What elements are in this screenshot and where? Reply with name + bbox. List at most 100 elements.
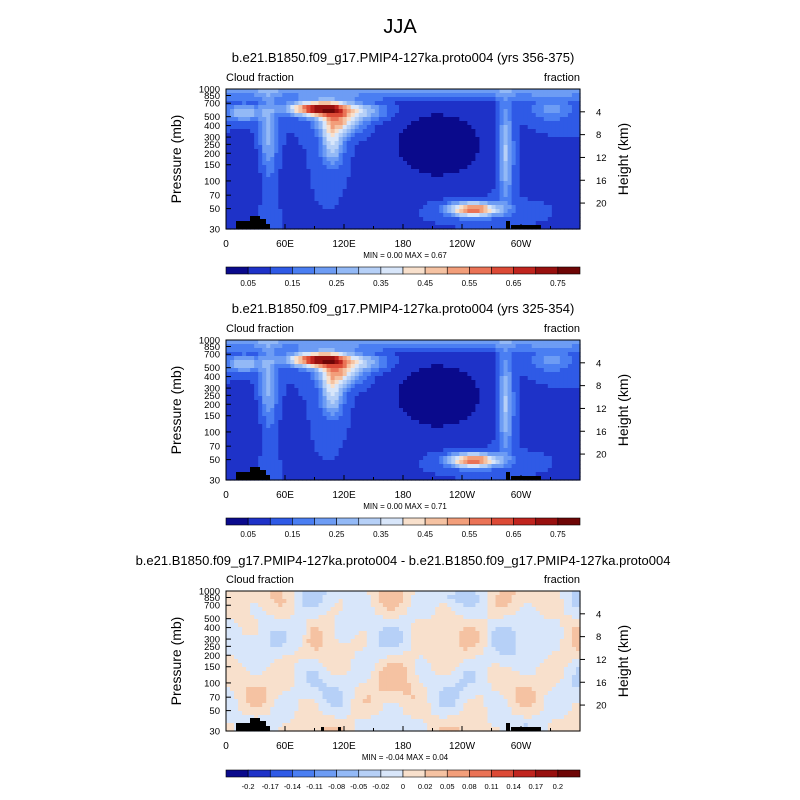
field-cell xyxy=(278,392,283,397)
field-cell xyxy=(390,221,396,226)
field-cell xyxy=(394,197,400,202)
field-cell xyxy=(423,392,428,397)
field-cell xyxy=(382,129,388,134)
field-cell xyxy=(427,380,432,385)
field-cell xyxy=(455,105,460,110)
field-cell xyxy=(370,137,376,142)
field-cell xyxy=(515,157,521,162)
field-cell xyxy=(443,101,448,106)
field-cell xyxy=(411,181,416,186)
field-cell xyxy=(539,356,545,361)
field-cell xyxy=(447,97,452,102)
field-cell xyxy=(346,89,352,94)
field-cell xyxy=(499,356,505,361)
field-cell xyxy=(507,213,513,218)
field-cell xyxy=(519,360,525,365)
field-cell xyxy=(483,372,489,377)
field-cell xyxy=(423,360,428,365)
field-cell xyxy=(318,173,324,178)
field-cell xyxy=(551,89,557,94)
field-cell xyxy=(543,133,549,138)
field-cell xyxy=(326,380,332,385)
field-cell xyxy=(543,372,549,377)
field-cell xyxy=(423,181,428,186)
field-cell xyxy=(423,105,428,110)
field-cell xyxy=(226,380,231,385)
field-cell xyxy=(439,412,444,417)
field-cell xyxy=(354,392,360,397)
field-cell xyxy=(246,408,251,413)
field-cell xyxy=(467,113,472,118)
field-cell xyxy=(318,221,324,226)
field-cell xyxy=(382,101,388,106)
field-cell xyxy=(370,177,376,182)
field-cell xyxy=(286,189,291,194)
field-cell xyxy=(310,149,316,154)
field-cell xyxy=(254,109,259,114)
field-cell xyxy=(511,201,517,206)
field-cell xyxy=(242,384,247,389)
field-cell xyxy=(551,376,557,381)
field-cell xyxy=(246,141,251,146)
field-cell xyxy=(543,189,549,194)
field-cell xyxy=(527,209,533,214)
field-cell xyxy=(511,408,517,413)
field-cell xyxy=(374,101,380,106)
field-cell xyxy=(282,380,287,385)
field-cell xyxy=(479,201,485,206)
field-cell xyxy=(499,145,505,150)
field-cell xyxy=(338,352,344,357)
field-cell xyxy=(439,352,444,357)
field-cell xyxy=(346,384,352,389)
colorbar-box xyxy=(358,266,382,275)
field-cell xyxy=(358,209,364,214)
field-cell xyxy=(567,372,573,377)
field-cell xyxy=(394,97,400,102)
field-cell xyxy=(487,113,493,118)
field-cell xyxy=(491,165,497,170)
field-cell xyxy=(394,189,400,194)
field-cell xyxy=(306,368,312,373)
field-cell xyxy=(515,388,521,393)
field-cell xyxy=(563,89,569,94)
field-cell xyxy=(286,161,291,166)
field-cell xyxy=(503,189,509,194)
field-cell xyxy=(551,352,557,357)
field-cell xyxy=(551,344,557,349)
field-cell xyxy=(322,372,328,377)
field-cell xyxy=(386,97,392,102)
field-cell xyxy=(551,209,557,214)
field-cell xyxy=(346,364,352,369)
field-cell xyxy=(403,129,408,134)
field-cell xyxy=(226,388,231,393)
field-cell xyxy=(415,376,420,381)
field-cell xyxy=(539,141,545,146)
field-cell xyxy=(443,89,448,94)
field-cell xyxy=(294,193,300,198)
field-cell xyxy=(278,217,283,222)
field-cell xyxy=(419,181,424,186)
field-cell xyxy=(571,201,577,206)
field-cell xyxy=(246,145,251,150)
field-cell xyxy=(499,117,505,122)
field-cell xyxy=(459,105,464,110)
field-cell xyxy=(330,396,336,401)
field-cell xyxy=(555,117,561,122)
field-cell xyxy=(370,360,376,365)
field-cell xyxy=(543,400,549,405)
field-cell xyxy=(326,109,332,114)
field-cell xyxy=(226,169,231,174)
field-cell xyxy=(314,161,320,166)
field-cell xyxy=(463,109,468,114)
y-right-tick-label: 16 xyxy=(596,176,607,187)
field-cell xyxy=(230,133,235,138)
field-cell xyxy=(378,205,384,210)
field-cell xyxy=(403,121,408,126)
field-cell xyxy=(338,153,344,158)
field-cell xyxy=(519,189,525,194)
field-cell xyxy=(567,101,573,106)
field-cell xyxy=(443,376,448,381)
field-cell xyxy=(435,217,440,222)
field-cell xyxy=(290,217,295,222)
field-cell xyxy=(342,352,348,357)
